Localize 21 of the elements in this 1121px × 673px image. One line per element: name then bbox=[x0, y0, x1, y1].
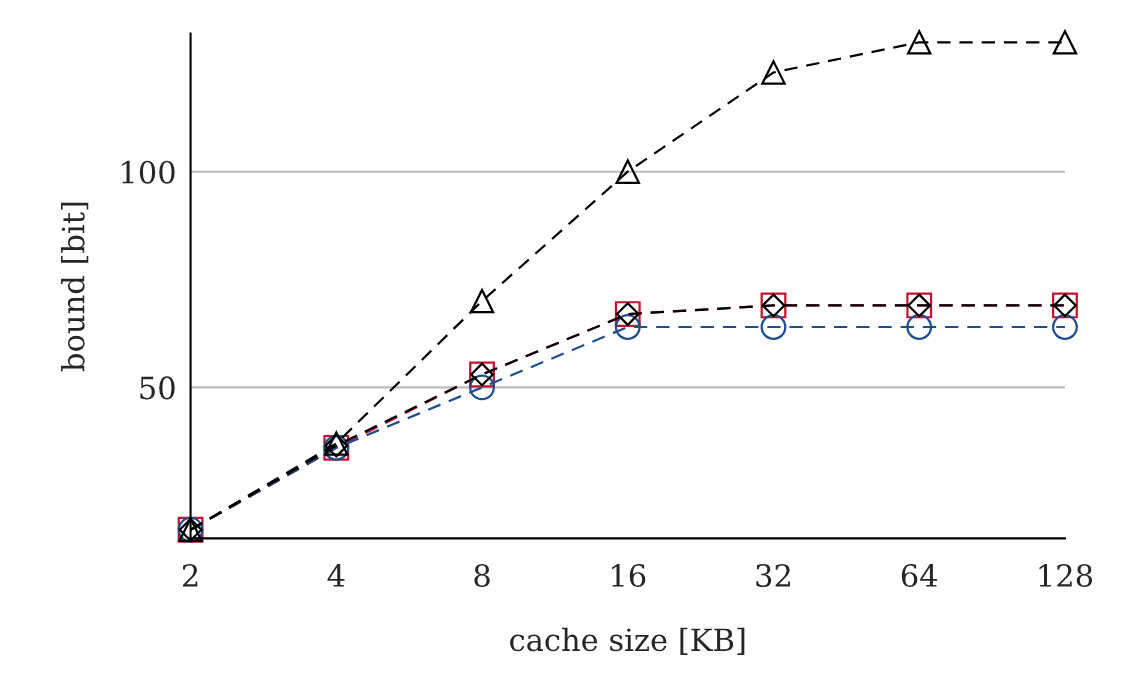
y-tick-label: 50 bbox=[140, 376, 175, 400]
x-tick-label: 128 bbox=[1039, 563, 1093, 588]
point bbox=[907, 30, 932, 55]
x-tick-label: 4 bbox=[327, 563, 345, 587]
point bbox=[469, 374, 495, 401]
x-tick-label: 16 bbox=[612, 563, 646, 588]
point bbox=[761, 60, 786, 85]
x-tick-label: 8 bbox=[474, 563, 490, 588]
y-tick-label: 100 bbox=[122, 160, 175, 184]
y-axis-title: bound [bit] bbox=[61, 202, 89, 372]
point bbox=[469, 288, 495, 314]
x-tick-label: 64 bbox=[901, 563, 938, 588]
x-tick-label: 32 bbox=[756, 563, 790, 588]
point bbox=[906, 314, 933, 340]
point bbox=[1052, 30, 1078, 55]
point bbox=[1052, 314, 1078, 340]
x-tick-label: 2 bbox=[182, 563, 198, 587]
x-axis-title: cache size [KB] bbox=[510, 627, 745, 655]
point bbox=[614, 314, 641, 340]
point bbox=[760, 314, 787, 340]
point bbox=[615, 159, 640, 184]
